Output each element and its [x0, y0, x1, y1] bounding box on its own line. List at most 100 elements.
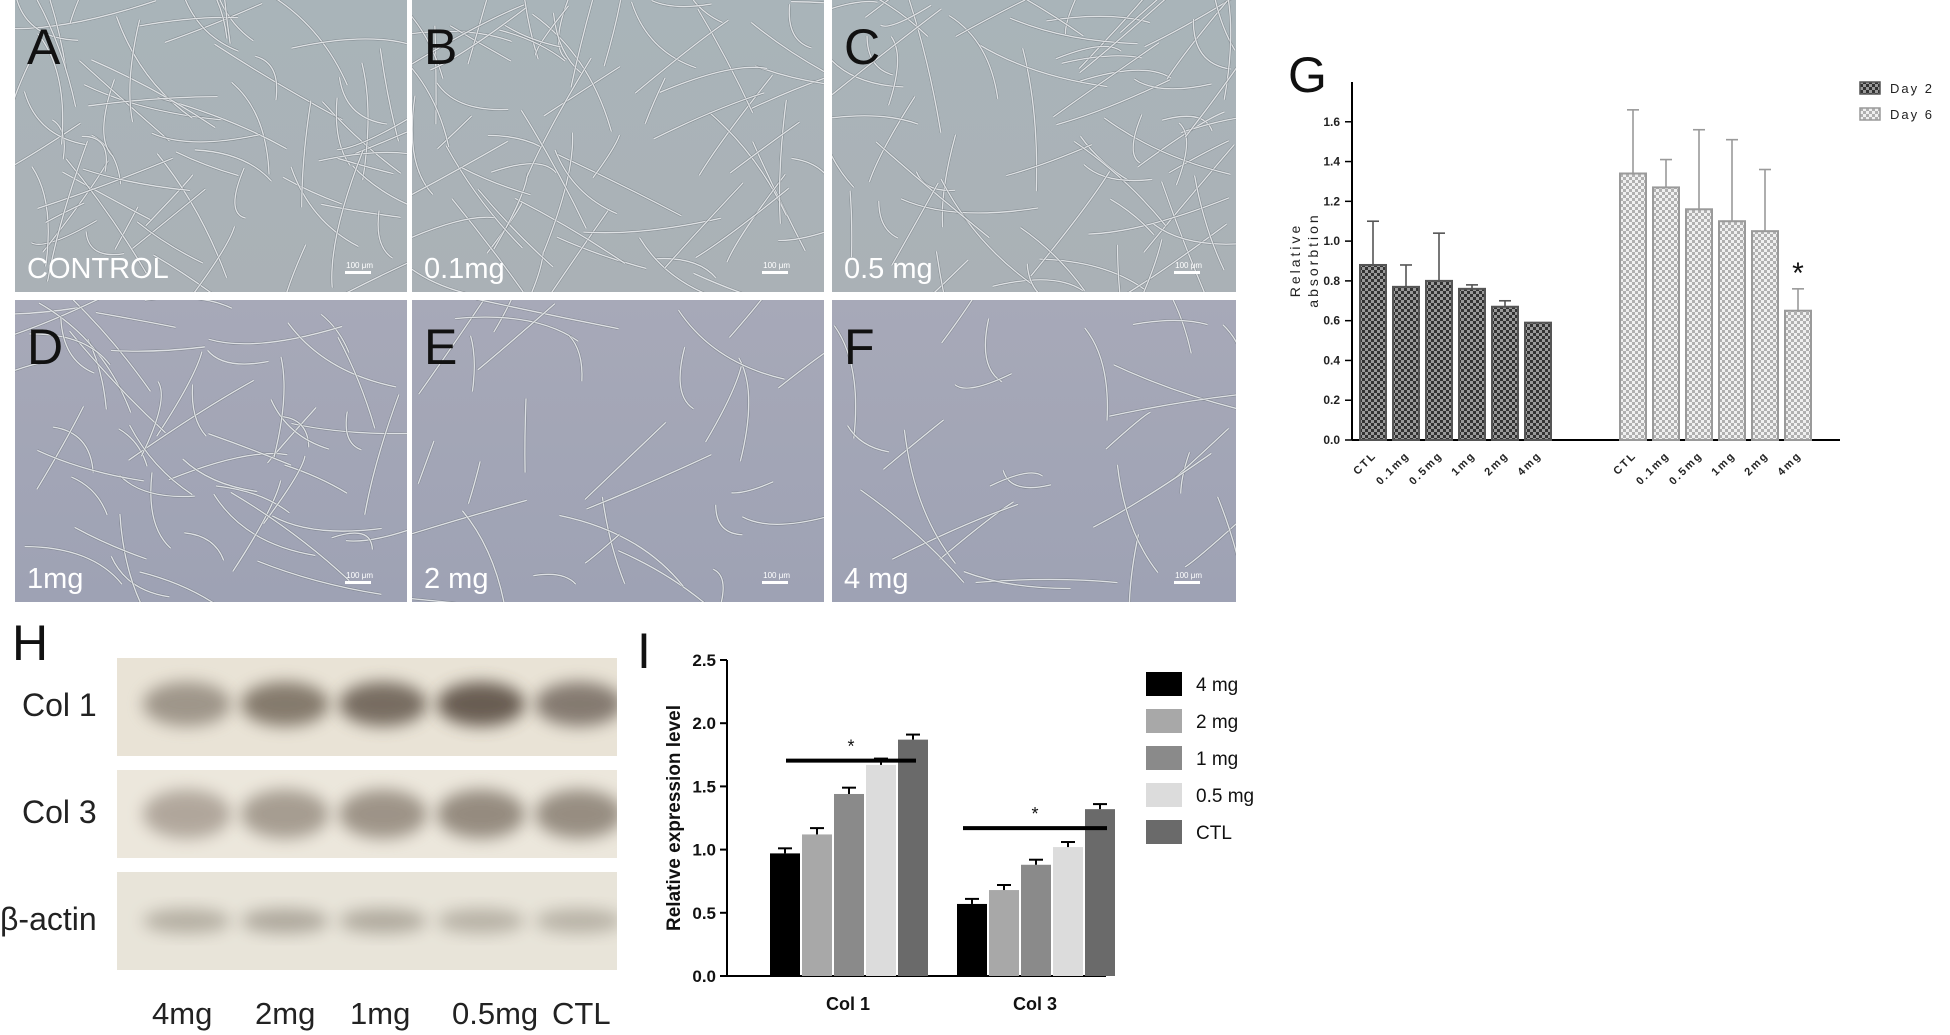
blot-lane-label: 4mg — [152, 996, 213, 1031]
x-tick-label: 4mg — [1515, 450, 1544, 479]
cell-image — [832, 300, 1236, 602]
legend-swatch — [1146, 783, 1182, 807]
x-tick-label: 1mg — [1449, 450, 1478, 479]
blot-band — [535, 908, 623, 934]
bar-ctl — [1085, 809, 1115, 976]
bar-day-2 — [1359, 263, 1387, 441]
x-tick-label: 0.5mg — [1667, 450, 1705, 488]
x-tick-label: CTL — [1611, 450, 1639, 478]
bar-ctl — [898, 739, 928, 976]
micrograph-panel: E 2 mg 100 μm — [412, 300, 824, 602]
bar-day-6 — [1652, 186, 1680, 441]
significance-star: * — [1031, 804, 1038, 824]
panel-label-h: H — [12, 615, 49, 671]
scale-bar-label: 100 μm — [346, 571, 373, 580]
y-tick-label: 1.0 — [1323, 234, 1340, 248]
micrograph-letter: D — [27, 319, 64, 375]
bar-day-2 — [1458, 287, 1486, 441]
legend-swatch — [1146, 672, 1182, 696]
scale-bar — [762, 581, 788, 584]
y-tick-label: 0.0 — [692, 967, 716, 986]
blot-band — [339, 908, 427, 934]
micrograph-condition: 0.5 mg — [844, 253, 933, 285]
absorbance-chart: 0.0 0.2 0.4 0.6 0.8 1.0 1.2 1.4 1.6 Relative absor… — [1287, 81, 1934, 488]
blot-lane-label: CTL — [552, 996, 611, 1031]
legend-label: 1 mg — [1196, 749, 1238, 770]
blot-band — [437, 789, 525, 839]
cell-image — [15, 0, 407, 292]
y-tick-label: 1.4 — [1323, 155, 1340, 169]
y-tick-label: 0.4 — [1323, 353, 1340, 367]
y-tick-label: 1.2 — [1323, 194, 1340, 208]
y-tick-label: 0.2 — [1323, 393, 1340, 407]
cell-image — [412, 0, 824, 292]
y-tick-label: 0.0 — [1323, 433, 1340, 447]
blot-lane-label: 1mg — [350, 996, 411, 1031]
cell-image — [15, 300, 407, 602]
micrograph-letter: F — [844, 319, 875, 375]
blot-band — [241, 682, 329, 727]
blot-band — [535, 789, 623, 839]
y-tick-label: 1.6 — [1323, 115, 1340, 129]
x-tick-label: 0.5mg — [1407, 450, 1445, 488]
x-tick-label: Col 3 — [1013, 994, 1057, 1014]
y-tick-label: 1.5 — [692, 777, 716, 796]
blot-band — [437, 682, 525, 727]
legend-label: 0.5 mg — [1196, 786, 1254, 807]
bar-day-6 — [1619, 172, 1647, 441]
blot-strip — [117, 770, 623, 858]
micrograph-condition: CONTROL — [27, 253, 169, 285]
blot-band — [339, 682, 427, 727]
scale-bar — [1174, 271, 1200, 274]
micrograph-letter: E — [424, 319, 458, 375]
y-tick-label: 2.0 — [692, 714, 716, 733]
micrograph-panel: B 0.1mg 100 μm — [412, 0, 824, 292]
micrograph-letter: A — [27, 19, 61, 75]
x-tick-label: 2mg — [1482, 450, 1511, 479]
legend-swatch — [1146, 820, 1182, 844]
micrograph-panel: C 0.5 mg 100 μm — [832, 0, 1236, 292]
y-tick-label: 0.5 — [692, 904, 716, 923]
legend-label: 4 mg — [1196, 675, 1238, 696]
blot-band — [143, 789, 231, 839]
scale-bar — [345, 581, 371, 584]
blot-row-label: β-actin — [0, 901, 97, 937]
bar-0-5-mg — [1053, 847, 1083, 976]
bar-2-mg — [802, 834, 832, 976]
bar-day-2 — [1392, 285, 1420, 441]
significance-star: * — [1792, 257, 1804, 290]
scale-bar — [1174, 581, 1200, 584]
micrograph-condition: 2 mg — [424, 563, 489, 595]
bar-day-6 — [1685, 208, 1713, 441]
y-axis-label: Relative absorbtion — [1287, 212, 1321, 307]
legend-label: Day 6 — [1890, 107, 1934, 122]
x-tick-label: Col 1 — [826, 994, 870, 1014]
legend-swatch — [1859, 81, 1881, 95]
y-tick-label: 2.5 — [692, 651, 716, 670]
blot-lane-label: 2mg — [255, 996, 316, 1031]
bar-1-mg — [1021, 864, 1051, 976]
x-tick-label: 2mg — [1742, 450, 1771, 479]
legend-swatch — [1146, 709, 1182, 733]
bar-0-5-mg — [866, 764, 896, 976]
bar-day-2 — [1425, 279, 1453, 441]
panel-label-g: G — [1288, 47, 1327, 103]
blot-bands — [143, 682, 623, 727]
micrograph-condition: 1mg — [27, 563, 84, 595]
blot-band — [241, 789, 329, 839]
expression-chart: 0.0 0.5 1.0 1.5 2.0 2.5 Relative expression le… — [664, 651, 1254, 1014]
micrograph-letter: B — [424, 19, 458, 75]
blot-lane-label: 0.5mg — [452, 996, 539, 1031]
blot-row-label: Col 3 — [22, 794, 97, 830]
y-tick-label: 0.8 — [1323, 274, 1340, 288]
cell-image — [832, 0, 1236, 292]
x-tick-label: 0.1mg — [1634, 450, 1672, 488]
y-axis-label: Relative expression level — [664, 705, 685, 931]
bar-day-2 — [1491, 305, 1519, 441]
blot-band — [143, 682, 231, 727]
micrograph-condition: 4 mg — [844, 563, 909, 595]
scale-bar-label: 100 μm — [763, 261, 790, 270]
scale-bar-label: 100 μm — [346, 261, 373, 270]
blot-band — [143, 908, 231, 934]
scale-bar-label: 100 μm — [1175, 261, 1202, 270]
